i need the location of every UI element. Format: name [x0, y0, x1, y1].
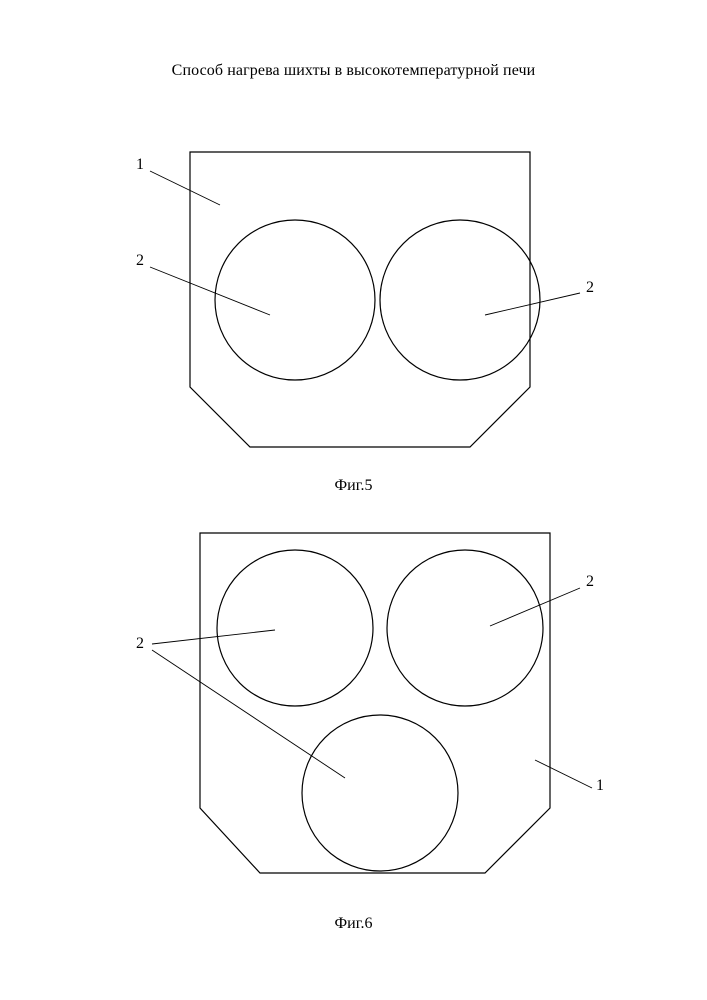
ref-label-2-2: 2: [136, 252, 144, 269]
ref-label-1-1: 1: [136, 156, 144, 173]
electrode-circle-1: [215, 220, 375, 380]
ref-label-2-2: 2: [586, 573, 594, 590]
ref-label-1-3: 1: [596, 777, 604, 794]
leader-line-1: [150, 171, 220, 205]
figure-5-caption: Фиг.5: [0, 477, 707, 495]
electrode-circle-3: [302, 715, 458, 871]
leader-line-1: [152, 630, 275, 644]
electrode-circle-1: [217, 550, 373, 706]
figure-6-caption: Фиг.6: [0, 915, 707, 933]
ref-label-2-3: 2: [586, 279, 594, 296]
electrode-circle-2: [387, 550, 543, 706]
furnace-body: [200, 533, 550, 873]
leader-line-3: [485, 293, 580, 315]
furnace-body: [190, 152, 530, 447]
page-title: Способ нагрева шихты в высокотемпературн…: [0, 62, 707, 80]
page: Способ нагрева шихты в высокотемпературн…: [0, 0, 707, 1000]
figure-6-svg: 2 2 1: [100, 528, 620, 918]
leader-line-2: [152, 650, 345, 778]
electrode-circle-2: [380, 220, 540, 380]
leader-line-2: [150, 267, 270, 315]
figure-5-svg: 1 2 2: [110, 147, 613, 477]
leader-line-4: [535, 760, 592, 788]
ref-label-2-1: 2: [136, 635, 144, 652]
